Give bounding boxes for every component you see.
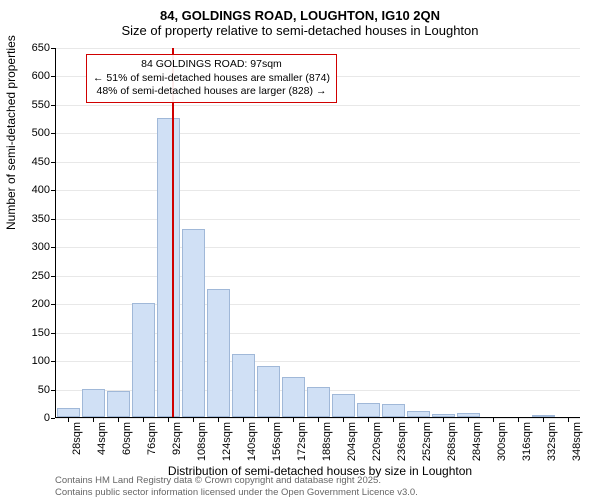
footer: Contains HM Land Registry data © Crown c…: [55, 475, 418, 498]
y-tick-label: 550: [10, 99, 50, 111]
info-line-2: ← 51% of semi-detached houses are smalle…: [93, 72, 330, 86]
y-tick-label: 650: [10, 42, 50, 54]
histogram-bar: [257, 366, 280, 417]
chart-subtitle: Size of property relative to semi-detach…: [0, 23, 600, 42]
reference-line: [172, 48, 174, 417]
y-tick-label: 500: [10, 127, 50, 139]
histogram-bar: [357, 403, 380, 417]
histogram-bar: [207, 289, 230, 417]
histogram-bar: [432, 414, 455, 417]
histogram-bar: [307, 387, 330, 417]
histogram-bar: [232, 354, 255, 417]
histogram-bar: [407, 411, 430, 417]
info-line-3: 48% of semi-detached houses are larger (…: [93, 85, 330, 99]
y-tick-label: 600: [10, 70, 50, 82]
y-tick-label: 50: [10, 384, 50, 396]
y-tick-label: 100: [10, 355, 50, 367]
footer-line-1: Contains HM Land Registry data © Crown c…: [55, 475, 418, 486]
histogram-bar: [57, 408, 80, 417]
y-tick-label: 350: [10, 213, 50, 225]
y-tick-label: 200: [10, 298, 50, 310]
y-tick-label: 450: [10, 156, 50, 168]
histogram-bar: [332, 394, 355, 417]
info-line-1: 84 GOLDINGS ROAD: 97sqm: [93, 58, 330, 72]
y-tick-label: 150: [10, 327, 50, 339]
chart-container: 84, GOLDINGS ROAD, LOUGHTON, IG10 2QN Si…: [0, 0, 600, 500]
y-tick-label: 300: [10, 241, 50, 253]
histogram-bar: [157, 118, 180, 417]
y-tick-label: 0: [10, 412, 50, 424]
histogram-bar: [282, 377, 305, 417]
histogram-bar: [182, 229, 205, 417]
histogram-bar: [382, 404, 405, 417]
footer-line-2: Contains public sector information licen…: [55, 487, 418, 498]
histogram-bar: [532, 415, 555, 417]
y-tick-label: 250: [10, 270, 50, 282]
chart-title: 84, GOLDINGS ROAD, LOUGHTON, IG10 2QN: [0, 0, 600, 23]
histogram-bar: [457, 413, 480, 417]
histogram-bar: [82, 389, 105, 417]
y-tick-label: 400: [10, 184, 50, 196]
histogram-bar: [132, 303, 155, 417]
info-box: 84 GOLDINGS ROAD: 97sqm ← 51% of semi-de…: [86, 54, 337, 103]
histogram-bar: [107, 391, 130, 417]
plot-area: 84 GOLDINGS ROAD: 97sqm ← 51% of semi-de…: [55, 48, 580, 418]
